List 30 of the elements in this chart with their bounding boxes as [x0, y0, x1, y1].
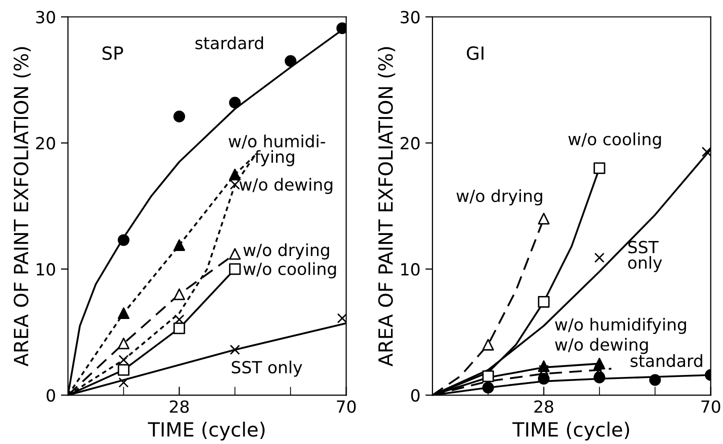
annotation: SST only [628, 240, 662, 272]
annotation: stardard [195, 36, 263, 50]
y-axis-title: AREA OF PAINT EXFOLIATION (%) [378, 47, 396, 366]
annotation: w/o dewing [240, 178, 332, 194]
annotation: w/o dewing [555, 338, 648, 354]
x-axis-title: TIME (cycle) [148, 422, 265, 441]
x-axis-title: TIME (cycle) [512, 422, 630, 441]
annotation: SST only [232, 360, 302, 377]
annotation: standard [630, 354, 702, 368]
y-tick-label: 30 [400, 10, 420, 24]
y-tick-label: 30 [36, 10, 56, 24]
text: SP [102, 46, 124, 60]
annotation: w/o humidi- fying [228, 134, 326, 166]
annotation: w/o cooling [243, 262, 336, 278]
x-tick-label: 28 [170, 400, 189, 413]
annotation: w/o drying [456, 189, 542, 206]
y-tick-label: 20 [36, 136, 56, 150]
y-tick-label: 10 [401, 263, 420, 276]
text: GI [466, 46, 484, 60]
annotation: w/o humidifying [555, 318, 686, 334]
y-axis-title: AREA OF PAINT EXFOLIATION (%) [13, 47, 31, 366]
annotation: w/o cooling [568, 132, 661, 149]
y-tick-label: 0 [46, 389, 56, 402]
x-tick-label: 28 [534, 400, 554, 413]
y-tick-label: 0 [411, 389, 420, 402]
x-tick-label: 70 [701, 400, 720, 413]
x-tick-label: 70 [336, 400, 356, 413]
y-tick-label: 20 [400, 136, 420, 150]
y-tick-label: 10 [36, 263, 56, 276]
annotation: w/o drying [243, 243, 329, 260]
